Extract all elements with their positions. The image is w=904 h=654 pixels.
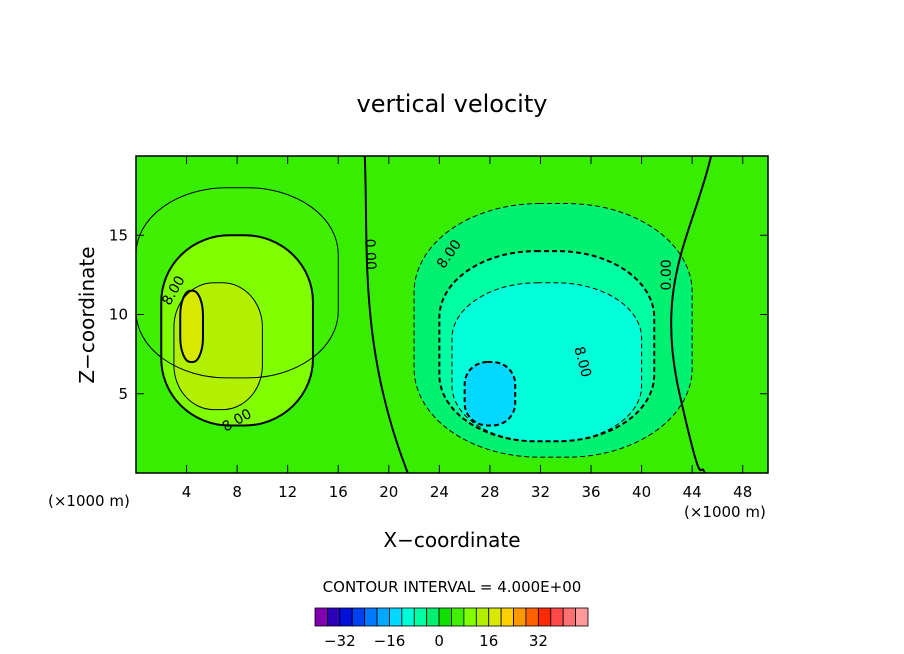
x-unit-right: (×1000 m) — [684, 503, 766, 521]
colorbar-swatch-11 — [451, 607, 465, 627]
x-tick-label-7: 32 — [531, 483, 550, 501]
x-tick-label-0: 4 — [182, 483, 192, 501]
y-tick-label-1: 10 — [109, 306, 128, 324]
colorbar-swatch-18 — [537, 607, 552, 627]
chart-title: vertical velocity — [357, 90, 548, 118]
colorbar-swatch-19 — [550, 607, 564, 627]
colorbar-swatch-16 — [513, 607, 527, 627]
x-tick-label-3: 16 — [329, 483, 348, 501]
colorbar-swatch-12 — [463, 607, 477, 627]
x-tick-label-6: 28 — [480, 483, 499, 501]
colorbar-label-4: 32 — [529, 632, 548, 650]
colorbar-swatch-17 — [525, 607, 539, 627]
colorbar-swatch-5 — [376, 607, 390, 627]
colorbar — [314, 607, 589, 627]
colorbar-swatch-14 — [488, 607, 502, 627]
colorbar-swatch-6 — [389, 607, 403, 627]
x-tick-label-2: 12 — [278, 483, 297, 501]
x-tick-label-8: 36 — [581, 483, 600, 501]
colorbar-swatch-15 — [500, 607, 514, 627]
colorbar-labels: −32 −16 0 16 32 — [324, 632, 548, 650]
colorbar-swatch-20 — [562, 607, 576, 627]
filled-contours — [136, 187, 693, 458]
x-tick-label-5: 24 — [430, 483, 449, 501]
contour-label-2: 0.00 — [361, 238, 378, 270]
colorbar-swatch-13 — [475, 607, 490, 627]
colorbar-label-1: −16 — [374, 632, 406, 650]
colorbar-label-2: 0 — [434, 632, 444, 650]
field-region-7 — [464, 362, 516, 426]
colorbar-swatch-1 — [327, 607, 341, 627]
contour-line-2 — [173, 282, 263, 411]
x-tick-label-10: 44 — [683, 483, 702, 501]
contour-line-6 — [451, 282, 643, 442]
contour-line-7 — [463, 361, 517, 427]
colorbar-label-0: −32 — [324, 632, 356, 650]
contour-lines — [136, 156, 713, 473]
x-tick-label-11: 48 — [733, 483, 752, 501]
contour-label-5: 0.00 — [659, 259, 675, 290]
colorbar-swatch-2 — [339, 607, 353, 627]
x-unit-left: (×1000 m) — [48, 492, 130, 510]
y-axis-label: Z−coordinate — [75, 246, 99, 383]
zero-contour-left — [363, 156, 409, 473]
contour-line-3 — [179, 289, 204, 364]
y-tick-label-2: 15 — [109, 226, 128, 244]
colorbar-swatch-0 — [314, 607, 328, 627]
field-region-3 — [180, 290, 203, 363]
colorbar-swatch-4 — [364, 607, 378, 627]
y-axis-ticks: 5 10 15 — [109, 226, 768, 403]
x-axis-label: X−coordinate — [383, 528, 520, 552]
contour-label-4: 8.00 — [570, 345, 594, 379]
y-tick-label-0: 5 — [118, 385, 128, 403]
colorbar-label-3: 16 — [479, 632, 498, 650]
x-tick-label-4: 20 — [379, 483, 398, 501]
x-tick-label-9: 40 — [632, 483, 651, 501]
colorbar-swatch-7 — [401, 607, 415, 627]
zero-contour-right — [670, 156, 713, 473]
x-axis-ticks: 4 8 12 16 20 24 28 32 36 40 44 48 — [182, 156, 752, 501]
contour-interval-text: CONTOUR INTERVAL = 4.000E+00 — [323, 578, 582, 596]
contour-line-1 — [160, 234, 314, 427]
colorbar-swatch-8 — [413, 607, 428, 627]
colorbar-swatch-9 — [426, 607, 440, 627]
contour-line-4 — [413, 203, 693, 458]
contour-line-0 — [136, 187, 339, 379]
colorbar-swatch-10 — [438, 607, 452, 627]
colorbar-swatch-21 — [575, 607, 589, 627]
colorbar-swatch-3 — [351, 607, 366, 627]
x-tick-label-1: 8 — [232, 483, 242, 501]
plot-area: 8.008.000.00 8.008.000.00 — [135, 155, 769, 474]
